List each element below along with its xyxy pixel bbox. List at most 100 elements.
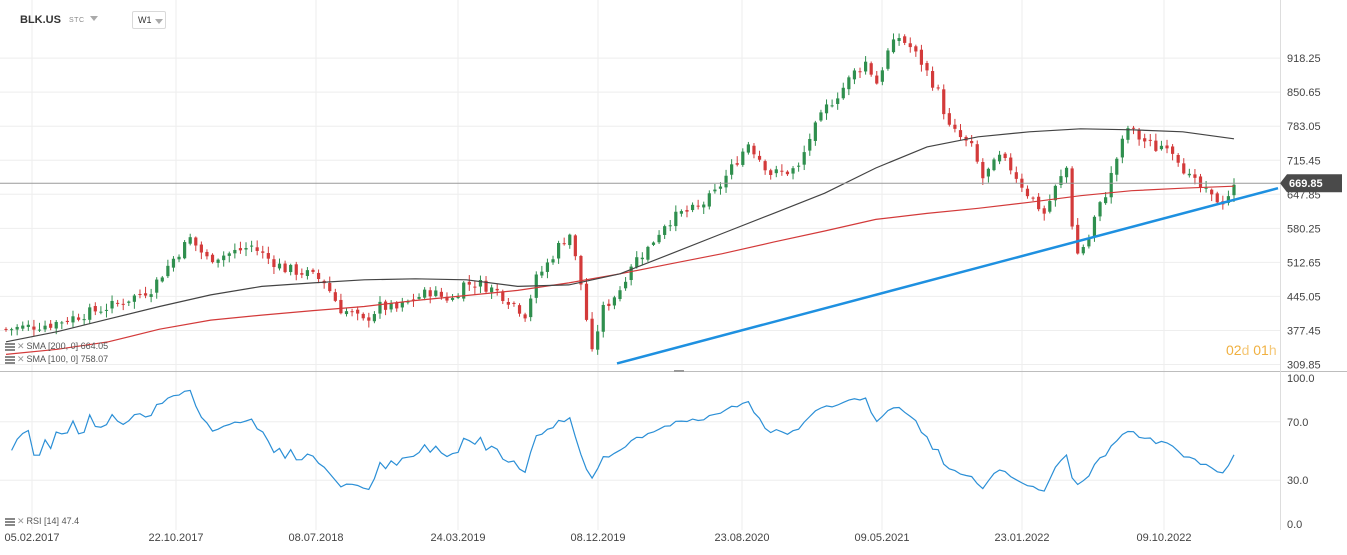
candle-body bbox=[439, 291, 443, 297]
candle-body bbox=[746, 144, 750, 153]
candle-body bbox=[104, 309, 109, 311]
candle-body bbox=[573, 235, 577, 257]
candle-body bbox=[266, 253, 270, 259]
candle-body bbox=[663, 226, 667, 235]
candle-body bbox=[702, 204, 706, 208]
candle-body bbox=[735, 163, 739, 165]
legend-sma100[interactable]: ✕ SMA [100, 0] 758.07 bbox=[5, 354, 108, 365]
time-tick-label: 22.10.2017 bbox=[148, 532, 203, 544]
close-icon[interactable]: ✕ bbox=[17, 341, 25, 351]
time-tick-label: 23.01.2022 bbox=[994, 532, 1049, 544]
candle-countdown: 02d 01h bbox=[1226, 342, 1277, 358]
legend-sma200[interactable]: ✕ SMA [200, 0] 664.05 bbox=[5, 341, 108, 352]
candle-body bbox=[557, 242, 561, 259]
candle-body bbox=[1159, 145, 1164, 150]
candle-body bbox=[668, 225, 672, 227]
candle-body bbox=[797, 165, 801, 167]
interval-select[interactable]: W1 bbox=[132, 11, 166, 29]
candle-body bbox=[612, 297, 617, 306]
candle-body bbox=[774, 169, 778, 174]
candle-body bbox=[71, 316, 75, 323]
candle-body bbox=[316, 272, 321, 280]
time-tick-label: 23.08.2020 bbox=[714, 532, 769, 544]
candle-body bbox=[724, 175, 728, 188]
symbol-label[interactable]: BLK.US bbox=[20, 14, 61, 26]
candle-body bbox=[450, 298, 455, 300]
candle-body bbox=[970, 140, 974, 144]
candle-body bbox=[562, 243, 566, 245]
candle-body bbox=[171, 258, 176, 268]
time-tick-label: 09.05.2021 bbox=[854, 532, 909, 544]
last-price-badge bbox=[1280, 174, 1342, 193]
candle-body bbox=[1009, 157, 1013, 171]
candle-body bbox=[942, 89, 946, 115]
candle-body bbox=[852, 70, 857, 80]
candle-body bbox=[160, 277, 164, 282]
price-tick-label: 715.45 bbox=[1287, 155, 1321, 167]
candle-body bbox=[847, 77, 851, 90]
candle-body bbox=[981, 162, 985, 179]
candle-body bbox=[802, 152, 806, 165]
candle-body bbox=[9, 329, 14, 331]
candle-body bbox=[1126, 128, 1130, 140]
last-price-label: 669.85 bbox=[1289, 178, 1323, 190]
candle-body bbox=[635, 257, 639, 268]
candle-body bbox=[110, 300, 114, 309]
candle-body bbox=[975, 144, 979, 162]
candle-body bbox=[785, 171, 790, 175]
candle-body bbox=[423, 289, 427, 298]
candle-body bbox=[545, 262, 550, 272]
candle-body bbox=[936, 87, 940, 89]
candle-body bbox=[99, 311, 103, 313]
candle-body bbox=[891, 39, 896, 53]
candle-body bbox=[517, 305, 522, 314]
candle-body bbox=[986, 168, 990, 177]
indicator-settings-icon[interactable] bbox=[5, 355, 15, 364]
candle-body bbox=[886, 50, 890, 69]
candle-body bbox=[903, 36, 907, 43]
close-icon[interactable]: ✕ bbox=[17, 516, 25, 526]
candle-body bbox=[646, 246, 650, 260]
candle-body bbox=[478, 280, 483, 287]
candle-body bbox=[512, 302, 516, 304]
indicator-settings-icon[interactable] bbox=[5, 342, 15, 351]
time-tick-label: 08.07.2018 bbox=[288, 532, 343, 544]
candle-body bbox=[1025, 188, 1030, 197]
candle-body bbox=[82, 319, 86, 321]
candle-body bbox=[411, 299, 416, 301]
candle-body bbox=[830, 105, 834, 107]
candle-body bbox=[15, 326, 19, 330]
candle-body bbox=[116, 302, 120, 304]
candle-body bbox=[1210, 189, 1214, 195]
instrument-type-label[interactable]: STC bbox=[69, 17, 85, 24]
candle-body bbox=[551, 259, 555, 263]
legend-rsi[interactable]: ✕ RSI [14] 47.4 bbox=[5, 516, 79, 527]
candle-body bbox=[183, 242, 187, 259]
chevron-down-icon[interactable] bbox=[90, 16, 98, 21]
candle-body bbox=[372, 314, 376, 322]
indicator-settings-icon[interactable] bbox=[5, 517, 15, 526]
candle-body bbox=[590, 318, 594, 350]
candle-body bbox=[813, 122, 817, 141]
candle-body bbox=[1176, 154, 1180, 163]
candle-body bbox=[4, 328, 8, 330]
candle-body bbox=[629, 266, 633, 281]
candle-body bbox=[752, 145, 756, 155]
candle-body bbox=[925, 63, 929, 71]
price-tick-label: 512.65 bbox=[1287, 257, 1321, 269]
countdown-days-unit: d bbox=[1241, 342, 1250, 358]
candle-body bbox=[690, 204, 695, 211]
candle-body bbox=[1148, 139, 1152, 141]
candle-body bbox=[869, 63, 873, 75]
candle-body bbox=[339, 299, 343, 314]
candle-body bbox=[428, 290, 432, 297]
candle-body bbox=[757, 155, 762, 160]
support-trendline bbox=[616, 186, 1279, 365]
candle-body bbox=[289, 264, 293, 273]
close-icon[interactable]: ✕ bbox=[17, 354, 25, 364]
candle-body bbox=[177, 256, 181, 260]
candle-body bbox=[1081, 247, 1085, 254]
candle-body bbox=[1198, 176, 1203, 188]
candle-body bbox=[841, 87, 845, 99]
